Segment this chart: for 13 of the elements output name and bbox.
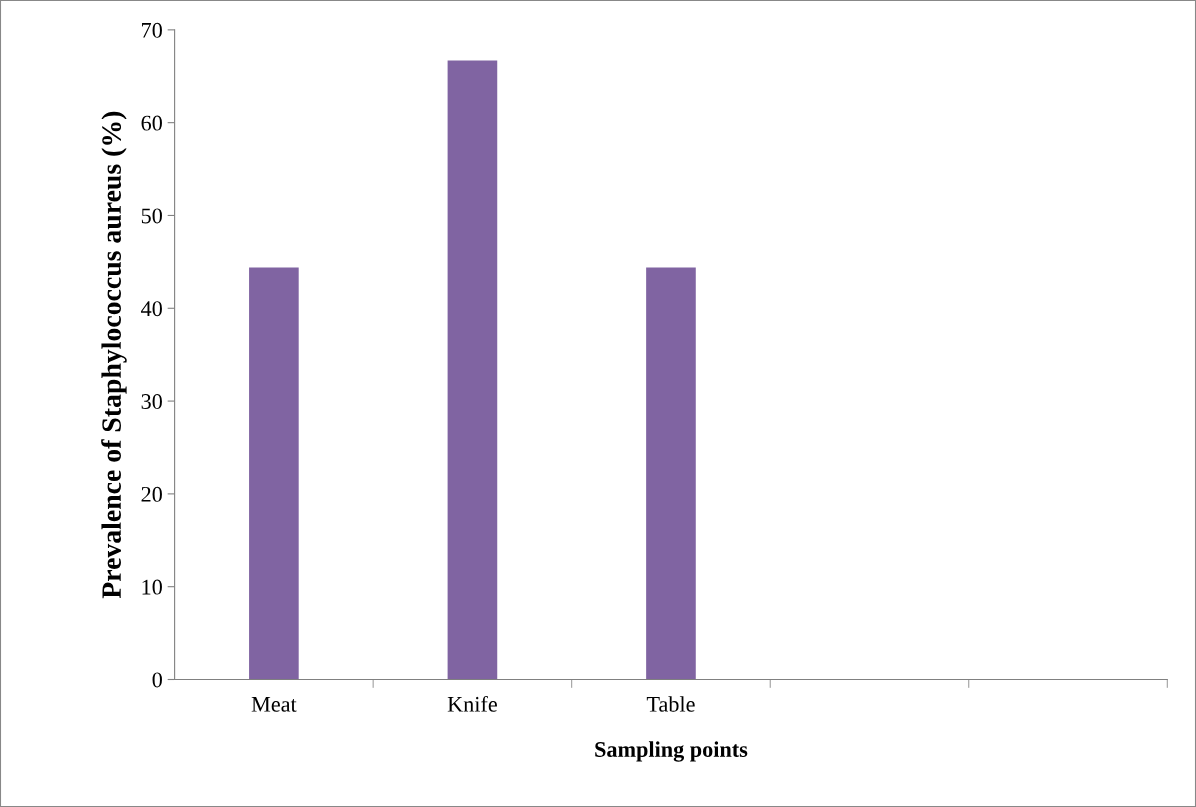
y-tick-label: 0 xyxy=(152,672,162,688)
y-tick-label: 70 xyxy=(142,22,162,38)
y-tick-label: 60 xyxy=(141,115,162,131)
y-tick-label: 50 xyxy=(141,208,162,224)
x-tick-label: Meat xyxy=(251,697,297,712)
x-tick-label: Table xyxy=(646,696,695,712)
y-tick-label: 20 xyxy=(141,486,162,502)
y-tick-label: 40 xyxy=(141,301,162,317)
y-tick-label: 10 xyxy=(142,579,162,595)
x-axis-title: Sampling points xyxy=(595,741,748,762)
x-tick-label: Knife xyxy=(447,695,497,712)
y-axis-title: Prevalence of Staphylococcus aureus (%) xyxy=(101,111,127,599)
y-tick-label: 30 xyxy=(141,394,162,410)
